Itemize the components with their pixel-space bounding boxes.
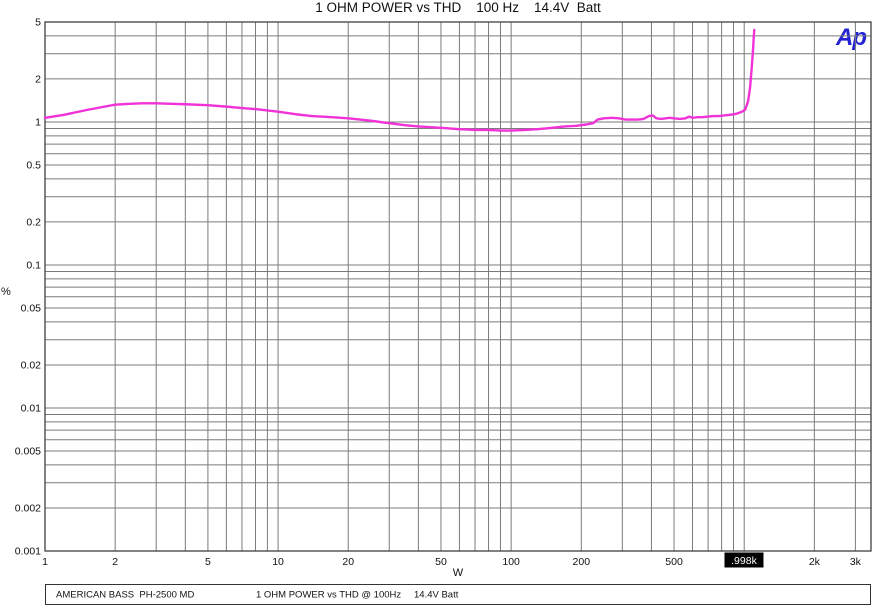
footer-device-name: AMERICAN BASS PH-2500 MD xyxy=(56,589,195,600)
x-tick-label: 1 xyxy=(42,556,48,568)
x-tick-label: 200 xyxy=(573,556,591,568)
y-tick-label: 0.1 xyxy=(26,259,41,271)
x-tick-label: 5 xyxy=(205,556,211,568)
y-tick-label: 0.2 xyxy=(26,216,41,228)
y-tick-label: 0.001 xyxy=(15,546,41,558)
footer-test-condition: 14.4V Batt xyxy=(414,589,459,600)
plot-border xyxy=(44,21,872,552)
y-tick-label: 0.005 xyxy=(15,446,41,458)
x-tick-label: 10 xyxy=(272,556,284,568)
y-tick-label: 0.5 xyxy=(26,160,41,172)
cursor-readout-label: .998k xyxy=(731,555,757,567)
audio-precision-logo: Ap xyxy=(836,24,867,51)
x-axis-unit-label: W xyxy=(452,567,464,579)
y-tick-label: 0.05 xyxy=(21,303,42,315)
y-tick-label: 0.01 xyxy=(21,402,42,414)
y-tick-label: 0.02 xyxy=(21,359,42,371)
x-tick-label: 2 xyxy=(112,556,118,568)
y-tick-label: 5 xyxy=(35,17,41,29)
footer-test-name: 1 OHM POWER vs THD @ 100Hz xyxy=(256,589,402,600)
x-tick-label: 100 xyxy=(502,556,520,568)
x-tick-label: 2k xyxy=(809,556,821,568)
y-tick-label: 1 xyxy=(35,116,41,128)
cursor-readout-box xyxy=(724,552,764,568)
x-tick-label: 20 xyxy=(342,556,354,568)
chart-title: 1 OHM POWER vs THD 100 Hz 14.4V Batt xyxy=(315,0,601,15)
x-tick-label: 3k xyxy=(850,556,862,568)
thd-curve xyxy=(43,28,756,132)
y-axis-unit-label: % xyxy=(1,286,11,298)
x-tick-label: 50 xyxy=(435,556,447,568)
y-tick-label: 2 xyxy=(35,73,41,85)
x-tick-label: 500 xyxy=(665,556,683,568)
legend-footer-bar: AMERICAN BASS PH-2500 MD 1 OHM POWER vs … xyxy=(45,584,871,605)
y-tick-label: 0.002 xyxy=(15,502,41,514)
